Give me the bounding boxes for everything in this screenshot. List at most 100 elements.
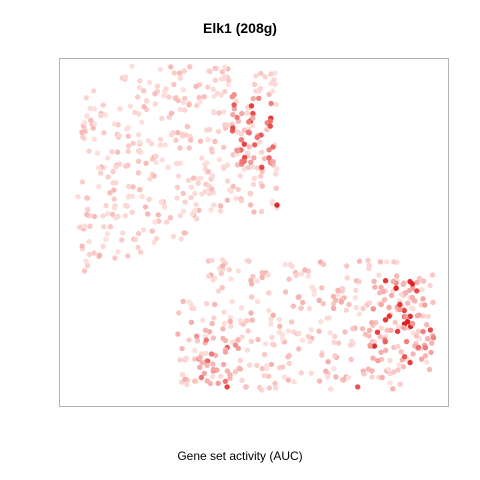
data-point: [266, 147, 272, 153]
data-point: [103, 202, 109, 209]
data-point: [393, 285, 399, 291]
data-point: [291, 379, 297, 385]
data-point: [268, 100, 274, 107]
data-point: [390, 278, 396, 285]
data-point: [324, 315, 330, 321]
data-point: [136, 139, 143, 145]
data-point: [87, 223, 93, 229]
data-point: [289, 263, 295, 269]
data-point: [250, 95, 256, 102]
data-point: [174, 195, 180, 201]
data-point: [248, 103, 255, 109]
data-point: [216, 156, 222, 163]
data-point: [204, 362, 210, 368]
data-point: [228, 276, 234, 282]
data-point: [194, 102, 200, 109]
data-point: [96, 183, 102, 190]
data-point: [346, 301, 352, 308]
data-point: [282, 289, 289, 295]
data-point: [350, 326, 356, 332]
data-point: [101, 224, 107, 230]
data-point: [235, 129, 241, 135]
data-point: [311, 291, 317, 297]
data-point: [270, 144, 276, 150]
data-point: [197, 364, 203, 370]
data-point: [370, 355, 376, 361]
data-point: [286, 360, 292, 367]
data-point: [138, 249, 144, 255]
data-point: [202, 327, 209, 333]
data-point: [414, 279, 420, 286]
data-point: [232, 342, 239, 348]
data-point: [405, 300, 411, 306]
data-point: [180, 87, 186, 93]
data-point: [205, 169, 212, 175]
data-point: [174, 129, 181, 136]
data-point: [246, 144, 252, 150]
data-point: [192, 378, 198, 384]
data-point: [171, 70, 177, 76]
data-point: [227, 372, 233, 378]
data-point: [401, 280, 407, 286]
data-point: [371, 278, 377, 284]
data-point: [135, 230, 142, 237]
data-point: [300, 299, 306, 306]
data-point: [344, 263, 350, 269]
data-point: [356, 258, 363, 264]
data-point: [137, 187, 143, 193]
data-point: [285, 328, 291, 334]
data-point: [273, 185, 279, 191]
data-point: [370, 306, 376, 312]
data-point: [356, 311, 362, 317]
data-point: [127, 103, 133, 109]
data-point: [298, 271, 305, 277]
data-point: [153, 235, 160, 242]
data-point: [210, 366, 217, 373]
data-point: [159, 157, 165, 163]
data-point: [135, 244, 141, 251]
data-point: [81, 120, 88, 126]
data-point: [298, 305, 304, 311]
data-point: [397, 306, 403, 313]
data-point: [404, 319, 411, 325]
data-point: [179, 345, 185, 352]
data-point: [161, 93, 167, 99]
data-point: [246, 258, 252, 264]
data-point: [267, 123, 273, 129]
data-point: [263, 363, 270, 369]
data-point: [415, 328, 422, 334]
data-point: [102, 112, 108, 118]
data-point: [83, 95, 89, 101]
data-point: [221, 309, 227, 315]
data-point: [152, 91, 158, 97]
data-point: [232, 369, 239, 375]
data-point: [77, 224, 83, 230]
data-point: [143, 160, 149, 166]
data-point: [378, 349, 384, 355]
data-point: [172, 95, 179, 101]
data-point: [276, 329, 282, 335]
data-point: [159, 115, 165, 122]
data-point: [332, 353, 338, 359]
data-point: [219, 76, 225, 82]
data-point: [204, 301, 210, 307]
data-point: [166, 114, 172, 120]
data-point: [348, 342, 354, 348]
data-point: [125, 194, 131, 200]
data-point: [400, 364, 407, 370]
data-point: [258, 132, 264, 138]
data-point: [91, 106, 98, 112]
data-point: [178, 236, 184, 242]
data-point: [222, 349, 229, 355]
data-point: [371, 343, 378, 349]
data-point: [196, 207, 202, 213]
data-point: [85, 206, 91, 213]
data-point: [244, 110, 250, 116]
data-point: [426, 366, 433, 373]
data-point: [220, 326, 226, 332]
data-point: [215, 288, 222, 294]
data-point: [239, 110, 245, 117]
data-point: [181, 230, 187, 236]
data-point: [96, 252, 103, 258]
data-point: [231, 102, 237, 108]
